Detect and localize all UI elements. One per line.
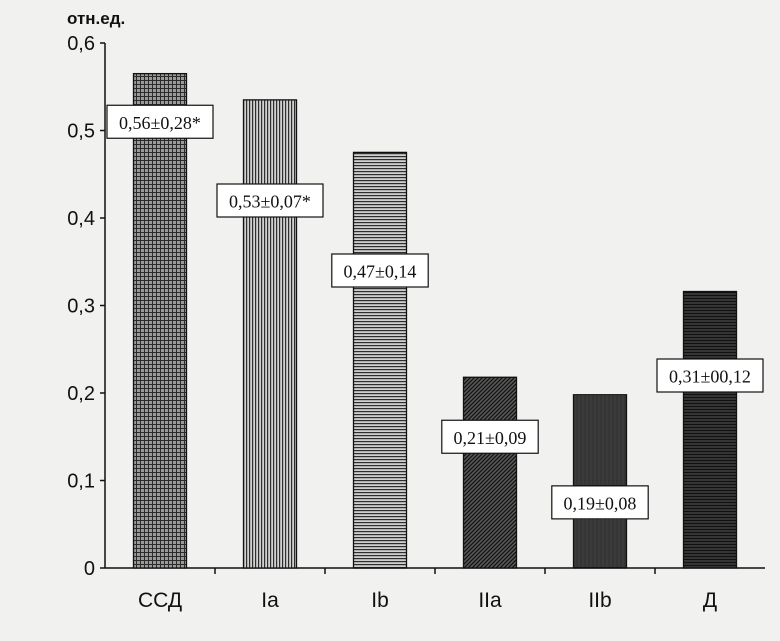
x-category-label: Ib [371, 589, 389, 612]
data-labels-group: 0,56±0,28* 0,53±0,07* 0,47±0,14 0,21±0,09 0,… [106, 104, 764, 520]
y-tick-label: 0,2 [67, 383, 95, 405]
x-category-label: IIa [478, 589, 502, 612]
x-category-label: IIb [588, 589, 611, 612]
bars-group [132, 72, 738, 569]
x-category-label: Ia [261, 589, 279, 612]
data-label: 0,19±0,08 [564, 493, 637, 513]
data-label-box [551, 485, 649, 520]
data-label-box [441, 419, 539, 454]
data-label: 0,31±00,12 [669, 367, 751, 387]
y-tick-label: 0 [84, 558, 95, 580]
y-tick-label: 0,6 [67, 33, 95, 55]
y-tick-label: 0,3 [67, 296, 95, 318]
data-label: 0,56±0,28* [119, 113, 201, 133]
bar-4 [462, 376, 518, 569]
y-axis-unit-label: отн.ед. [67, 9, 125, 28]
x-category-label: ССД [138, 589, 182, 612]
bar-5 [572, 394, 628, 569]
data-label: 0,53±0,07* [229, 192, 311, 212]
y-tick-label: 0,1 [67, 471, 95, 493]
data-label-box [656, 358, 764, 393]
bar-2 [242, 99, 298, 569]
data-label-box [331, 253, 429, 288]
y-tick-label: 0,4 [67, 208, 95, 230]
data-label: 0,47±0,14 [344, 262, 417, 282]
bar-6 [682, 290, 738, 569]
bar-1 [132, 72, 188, 569]
data-label-box [106, 104, 214, 139]
y-tick-label: 0,5 [67, 121, 95, 143]
x-category-label: Д [703, 589, 717, 612]
data-label-box [216, 183, 324, 218]
axes: 0 0,1 0,2 0,3 0,4 0,5 0,6 ССД Ia Ib IIa IIb Д [67, 33, 765, 612]
data-label: 0,21±0,09 [454, 428, 527, 448]
bar-3 [352, 151, 408, 569]
